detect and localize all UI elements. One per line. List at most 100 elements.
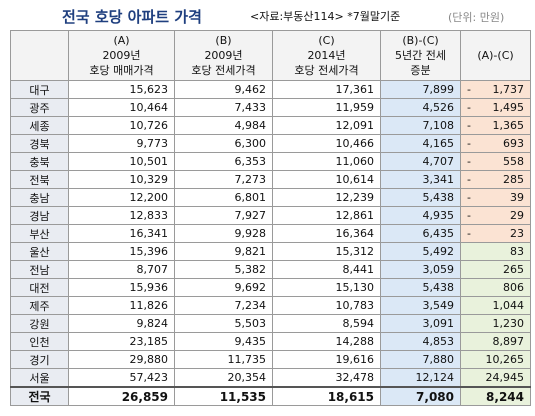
amount: 558: [503, 155, 524, 168]
cell: 15,623: [68, 80, 175, 99]
sign: -: [467, 227, 471, 240]
cell: 57,423: [68, 368, 175, 388]
header-line: 2014년: [307, 49, 346, 62]
header-line: (A): [113, 34, 130, 47]
cell: 12,239: [272, 188, 381, 207]
cell: 1,044: [460, 296, 531, 315]
table-row: 전북 10,329 7,273 10,614 3,341- 285: [10, 170, 531, 189]
cell: - 285: [460, 170, 531, 189]
cell: 8,441: [272, 260, 381, 279]
table-row: 서울 57,423 20,354 32,478 12,124 24,945: [10, 368, 531, 388]
cell: 20,354: [174, 368, 273, 388]
cell: 11,735: [174, 350, 273, 369]
cell: 9,824: [68, 314, 175, 333]
sign: -: [467, 83, 471, 96]
cell: 8,897: [460, 332, 531, 351]
table-row: 강원 9,824 5,503 8,594 3,091 1,230: [10, 314, 531, 333]
header-line: (A)-(C): [477, 49, 514, 62]
cell: 16,341: [68, 224, 175, 243]
table-row: 대구 15,623 9,462 17,361 7,899- 1,737: [10, 80, 531, 99]
sign: -: [467, 209, 471, 222]
sign: -: [467, 173, 471, 186]
header: 전국 호당 아파트 가격 <자료:부동산114> *7월말기준 (단위: 만원): [0, 0, 535, 30]
cell: 9,821: [174, 242, 273, 261]
table-row: 충남 12,200 6,801 12,239 5,438- 39: [10, 188, 531, 207]
region: 전남: [10, 260, 69, 279]
amount: 23: [510, 227, 524, 240]
region: 경북: [10, 134, 69, 153]
cell: - 29: [460, 206, 531, 225]
cell: 7,108: [380, 116, 461, 135]
source: <자료:부동산114> *7월말기준: [250, 10, 401, 23]
cell: 83: [460, 242, 531, 261]
table-row: 전국 26,859 11,535 18,615 7,080 8,244: [10, 386, 531, 406]
region: 서울: [10, 368, 69, 388]
sign: -: [467, 137, 471, 150]
table-row: 인천 23,185 9,435 14,288 4,853 8,897: [10, 332, 531, 351]
cell: 5,382: [174, 260, 273, 279]
cell: 14,288: [272, 332, 381, 351]
cell: 10,464: [68, 98, 175, 117]
cell: - 39: [460, 188, 531, 207]
cell: 11,060: [272, 152, 381, 171]
region: 충남: [10, 188, 69, 207]
cell: 11,959: [272, 98, 381, 117]
amount: 285: [503, 173, 524, 186]
region: 인천: [10, 332, 69, 351]
cell: 6,801: [174, 188, 273, 207]
cell: 26,859: [68, 386, 175, 406]
column-header: (B) 2009년 호당 전세가격: [174, 30, 273, 81]
region: 경기: [10, 350, 69, 369]
cell: 11,826: [68, 296, 175, 315]
cell: 4,526: [380, 98, 461, 117]
table-row: 부산 16,341 9,928 16,364 6,435- 23: [10, 224, 531, 243]
amount: 39: [510, 191, 524, 204]
table-body: 대구 15,623 9,462 17,361 7,899-1,737 광주 10,464 7,…: [10, 80, 531, 406]
price-table: (A) 2009년 호당 매매가격 (B) 2009년 호당 전세가격 (C) 2014년 호당…: [10, 30, 531, 406]
table-row: 충북 10,501 6,353 11,060 4,707- 558: [10, 152, 531, 171]
cell: 8,707: [68, 260, 175, 279]
cell: 15,936: [68, 278, 175, 297]
cell: 19,616: [272, 350, 381, 369]
cell: 29,880: [68, 350, 175, 369]
region: 전국: [10, 386, 69, 406]
cell: 6,435: [380, 224, 461, 243]
region: 충북: [10, 152, 69, 171]
cell: 4,165: [380, 134, 461, 153]
header-line: 2009년: [102, 49, 141, 62]
cell: 12,200: [68, 188, 175, 207]
cell: 7,899: [380, 80, 461, 99]
cell: 15,130: [272, 278, 381, 297]
column-header: (A)-(C): [460, 30, 531, 81]
cell: 10,265: [460, 350, 531, 369]
cell: 5,492: [380, 242, 461, 261]
region: 경남: [10, 206, 69, 225]
cell: 12,124: [380, 368, 461, 388]
cell: - 1,365: [460, 116, 531, 135]
cell: 5,438: [380, 278, 461, 297]
header-line: 5년간 전세: [395, 49, 446, 62]
cell: 4,853: [380, 332, 461, 351]
corner: [10, 30, 69, 81]
region: 제주: [10, 296, 69, 315]
sign: -: [467, 191, 471, 204]
cell: 11,535: [174, 386, 273, 406]
header-line: 호당 매매가격: [89, 64, 154, 77]
cell: 10,783: [272, 296, 381, 315]
table-row: 경기 29,880 11,735 19,616 7,880 10,265: [10, 350, 531, 369]
cell: 4,935: [380, 206, 461, 225]
amount: 1,495: [492, 101, 525, 114]
cell: 23,185: [68, 332, 175, 351]
cell: 3,341: [380, 170, 461, 189]
cell: 10,501: [68, 152, 175, 171]
cell: 9,692: [174, 278, 273, 297]
region: 울산: [10, 242, 69, 261]
region: 광주: [10, 98, 69, 117]
cell: 10,614: [272, 170, 381, 189]
table-row: 울산 15,396 9,821 15,312 5,492 83: [10, 242, 531, 261]
table-row: 전남 8,707 5,382 8,441 3,059 265: [10, 260, 531, 279]
sign: -: [467, 155, 471, 168]
cell: 9,462: [174, 80, 273, 99]
cell: 806: [460, 278, 531, 297]
